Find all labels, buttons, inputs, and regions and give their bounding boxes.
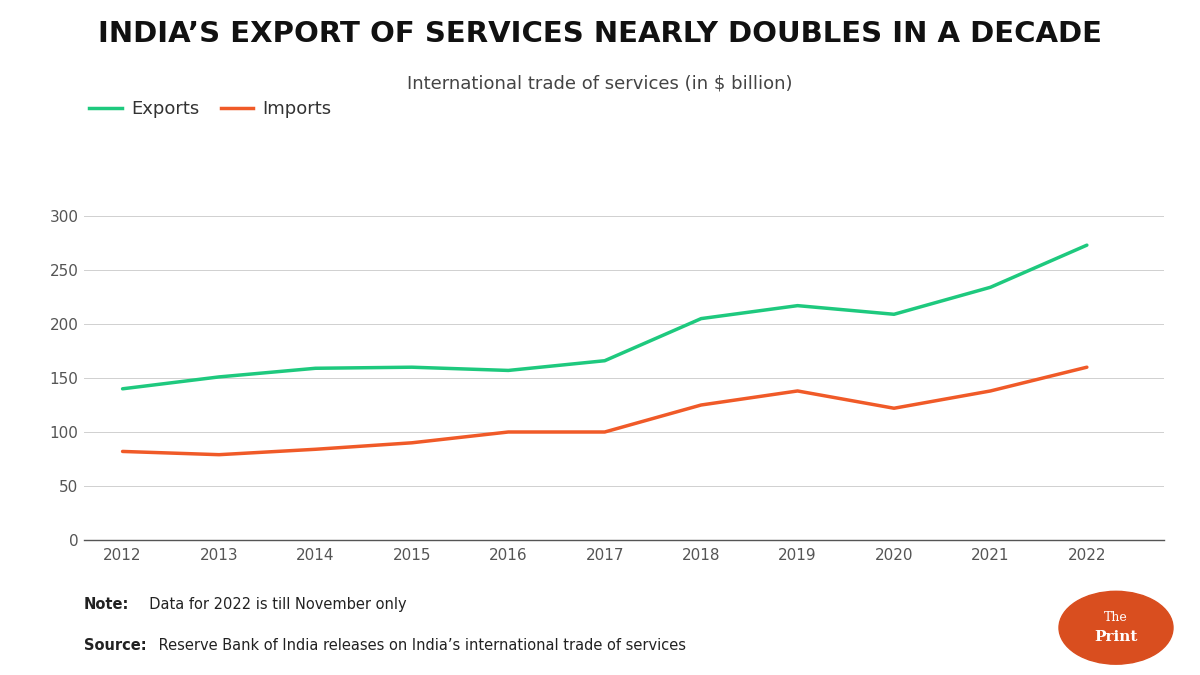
Text: Reserve Bank of India releases on India’s international trade of services: Reserve Bank of India releases on India’… [154,638,685,653]
Text: International trade of services (in $ billion): International trade of services (in $ bi… [407,74,793,92]
Text: Print: Print [1094,630,1138,645]
Legend: Exports, Imports: Exports, Imports [83,92,338,125]
Text: Data for 2022 is till November only: Data for 2022 is till November only [140,597,407,612]
Text: The: The [1104,611,1128,624]
Text: Note:: Note: [84,597,130,612]
Ellipse shape [1060,591,1174,664]
Text: INDIA’S EXPORT OF SERVICES NEARLY DOUBLES IN A DECADE: INDIA’S EXPORT OF SERVICES NEARLY DOUBLE… [98,20,1102,48]
Text: Source:: Source: [84,638,146,653]
